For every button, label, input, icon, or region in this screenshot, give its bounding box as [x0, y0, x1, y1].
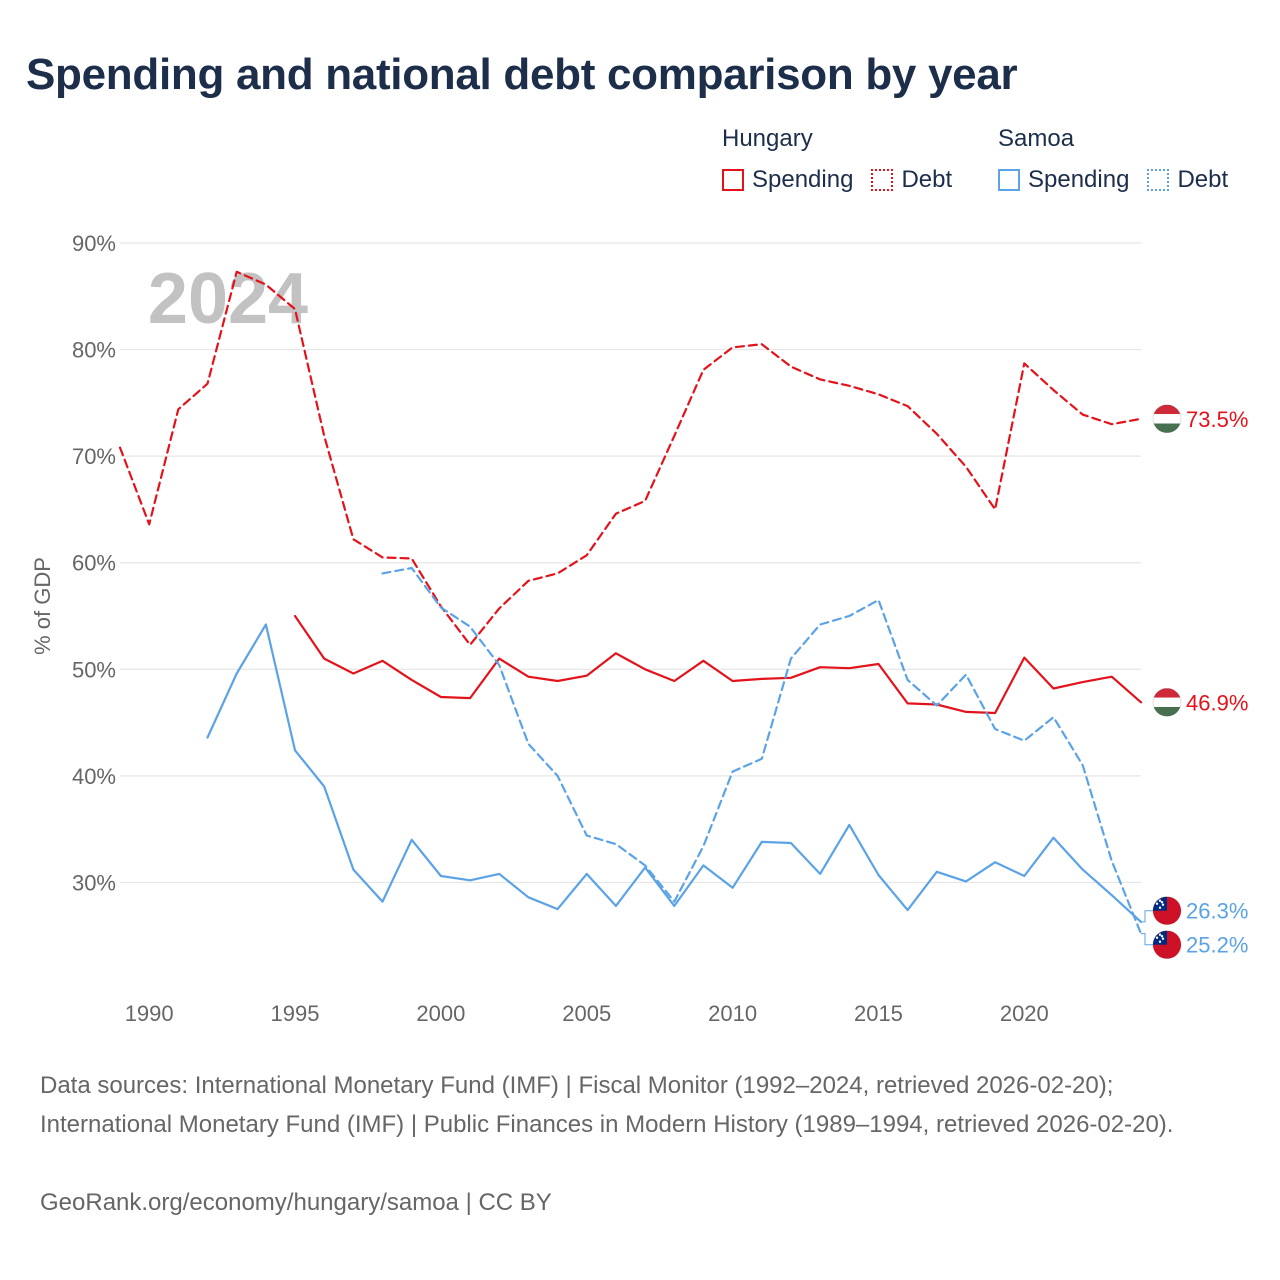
label-leader-line [1141, 933, 1153, 946]
hungary-flag-icon [1152, 404, 1182, 434]
flag-star [1158, 906, 1162, 909]
legend-label: Spending [1028, 166, 1130, 193]
y-tick-label: 60% [72, 551, 116, 576]
samoa-debt-end-label: 25.2% [1186, 933, 1248, 958]
legend-item-hungary-debt[interactable]: Debt [871, 166, 952, 194]
legend-group-samoa: Samoa Spending Debt [998, 124, 1246, 194]
legend-label: Debt [901, 166, 953, 193]
flag-star [1160, 935, 1164, 938]
flag-star [1158, 940, 1162, 943]
legend-swatch-solid [722, 169, 744, 191]
legend-swatch-solid [998, 169, 1020, 191]
flag-outline [1152, 896, 1182, 926]
legend-item-hungary-spending[interactable]: Spending [722, 166, 853, 194]
y-tick-label: 80% [72, 338, 116, 363]
grid-lines [120, 242, 1141, 884]
legend-label: Debt [1177, 166, 1229, 193]
flag-outline [1152, 404, 1182, 434]
y-tick-label: 90% [72, 231, 116, 256]
hungary-flag-icon [1152, 687, 1182, 717]
footer-attribution[interactable]: GeoRank.org/economy/hungary/samoa | CC B… [40, 1189, 552, 1216]
end-labels: 73.5% 46.9% 25.2% 26.3% [1141, 404, 1248, 960]
y-tick-label: 40% [72, 764, 116, 789]
line-chart: 30% 40% 50% 60% 70% 80% 90% 1990 1995 2000 2005 201… [30, 231, 1248, 1026]
x-tick-label: 2015 [854, 1001, 903, 1026]
chart-title: Spending and national debt comparison by… [26, 50, 1018, 99]
hungary-spending-end-label: 46.9% [1186, 690, 1248, 715]
y-axis-label: % of GDP [30, 557, 55, 655]
hungary-debt-line [118, 270, 1143, 646]
flag-stripe-green [1153, 423, 1181, 433]
flag-stripe-red [1153, 688, 1181, 698]
flag-star [1161, 903, 1165, 906]
label-leader-line [1141, 910, 1153, 923]
flag-star [1155, 936, 1159, 939]
legend-swatch-dotted [871, 169, 894, 191]
legend-label: Spending [752, 166, 854, 193]
x-tick-label: 2005 [562, 1001, 611, 1026]
samoa-spending-line [206, 623, 1143, 924]
x-tick-label: 2000 [416, 1001, 465, 1026]
samoa-flag-icon [1152, 896, 1182, 926]
samoa-spending-end-label: 26.3% [1186, 899, 1248, 924]
hungary-spending-line [293, 614, 1143, 715]
flag-star [1160, 901, 1164, 904]
flag-stripe-white [1153, 414, 1181, 424]
legend-swatch-dotted [1147, 169, 1170, 191]
flag-stripe-white [1153, 697, 1181, 707]
flag-star [1158, 933, 1162, 936]
flag-stripe-red [1153, 404, 1181, 415]
x-tick-label: 2010 [708, 1001, 757, 1026]
x-tick-label: 1990 [125, 1001, 174, 1026]
legend-item-samoa-spending[interactable]: Spending [998, 166, 1129, 194]
y-tick-label: 70% [72, 444, 116, 469]
flag-fill [1153, 688, 1181, 717]
series-lines [118, 270, 1143, 935]
legend-country-samoa: Samoa [998, 125, 1075, 152]
x-tick-label: 2020 [1000, 1001, 1049, 1026]
legend-group-hungary: Hungary Spending Debt [722, 124, 970, 194]
samoa-flag-icon [1152, 930, 1182, 960]
y-tick-label: 30% [72, 870, 116, 895]
hungary-debt-end-label: 73.5% [1186, 407, 1248, 432]
flag-fill [1153, 896, 1181, 925]
samoa-debt-line [381, 566, 1143, 935]
flag-star [1161, 937, 1165, 940]
flag-fill [1153, 404, 1181, 433]
x-tick-label: 1995 [271, 1001, 320, 1026]
flag-stripe-green [1153, 707, 1181, 717]
axes: 30% 40% 50% 60% 70% 80% 90% 1990 1995 2000 2005 201… [30, 231, 1049, 1026]
flag-outline [1152, 687, 1182, 717]
legend-item-samoa-debt[interactable]: Debt [1147, 166, 1228, 194]
flag-star [1158, 899, 1162, 902]
flag-fill [1153, 930, 1181, 959]
legend-country-hungary: Hungary [722, 125, 813, 152]
flag-star [1155, 902, 1159, 905]
footer-sources: Data sources: International Monetary Fun… [40, 1072, 1174, 1138]
y-tick-label: 50% [72, 657, 116, 682]
flag-outline [1152, 930, 1182, 960]
